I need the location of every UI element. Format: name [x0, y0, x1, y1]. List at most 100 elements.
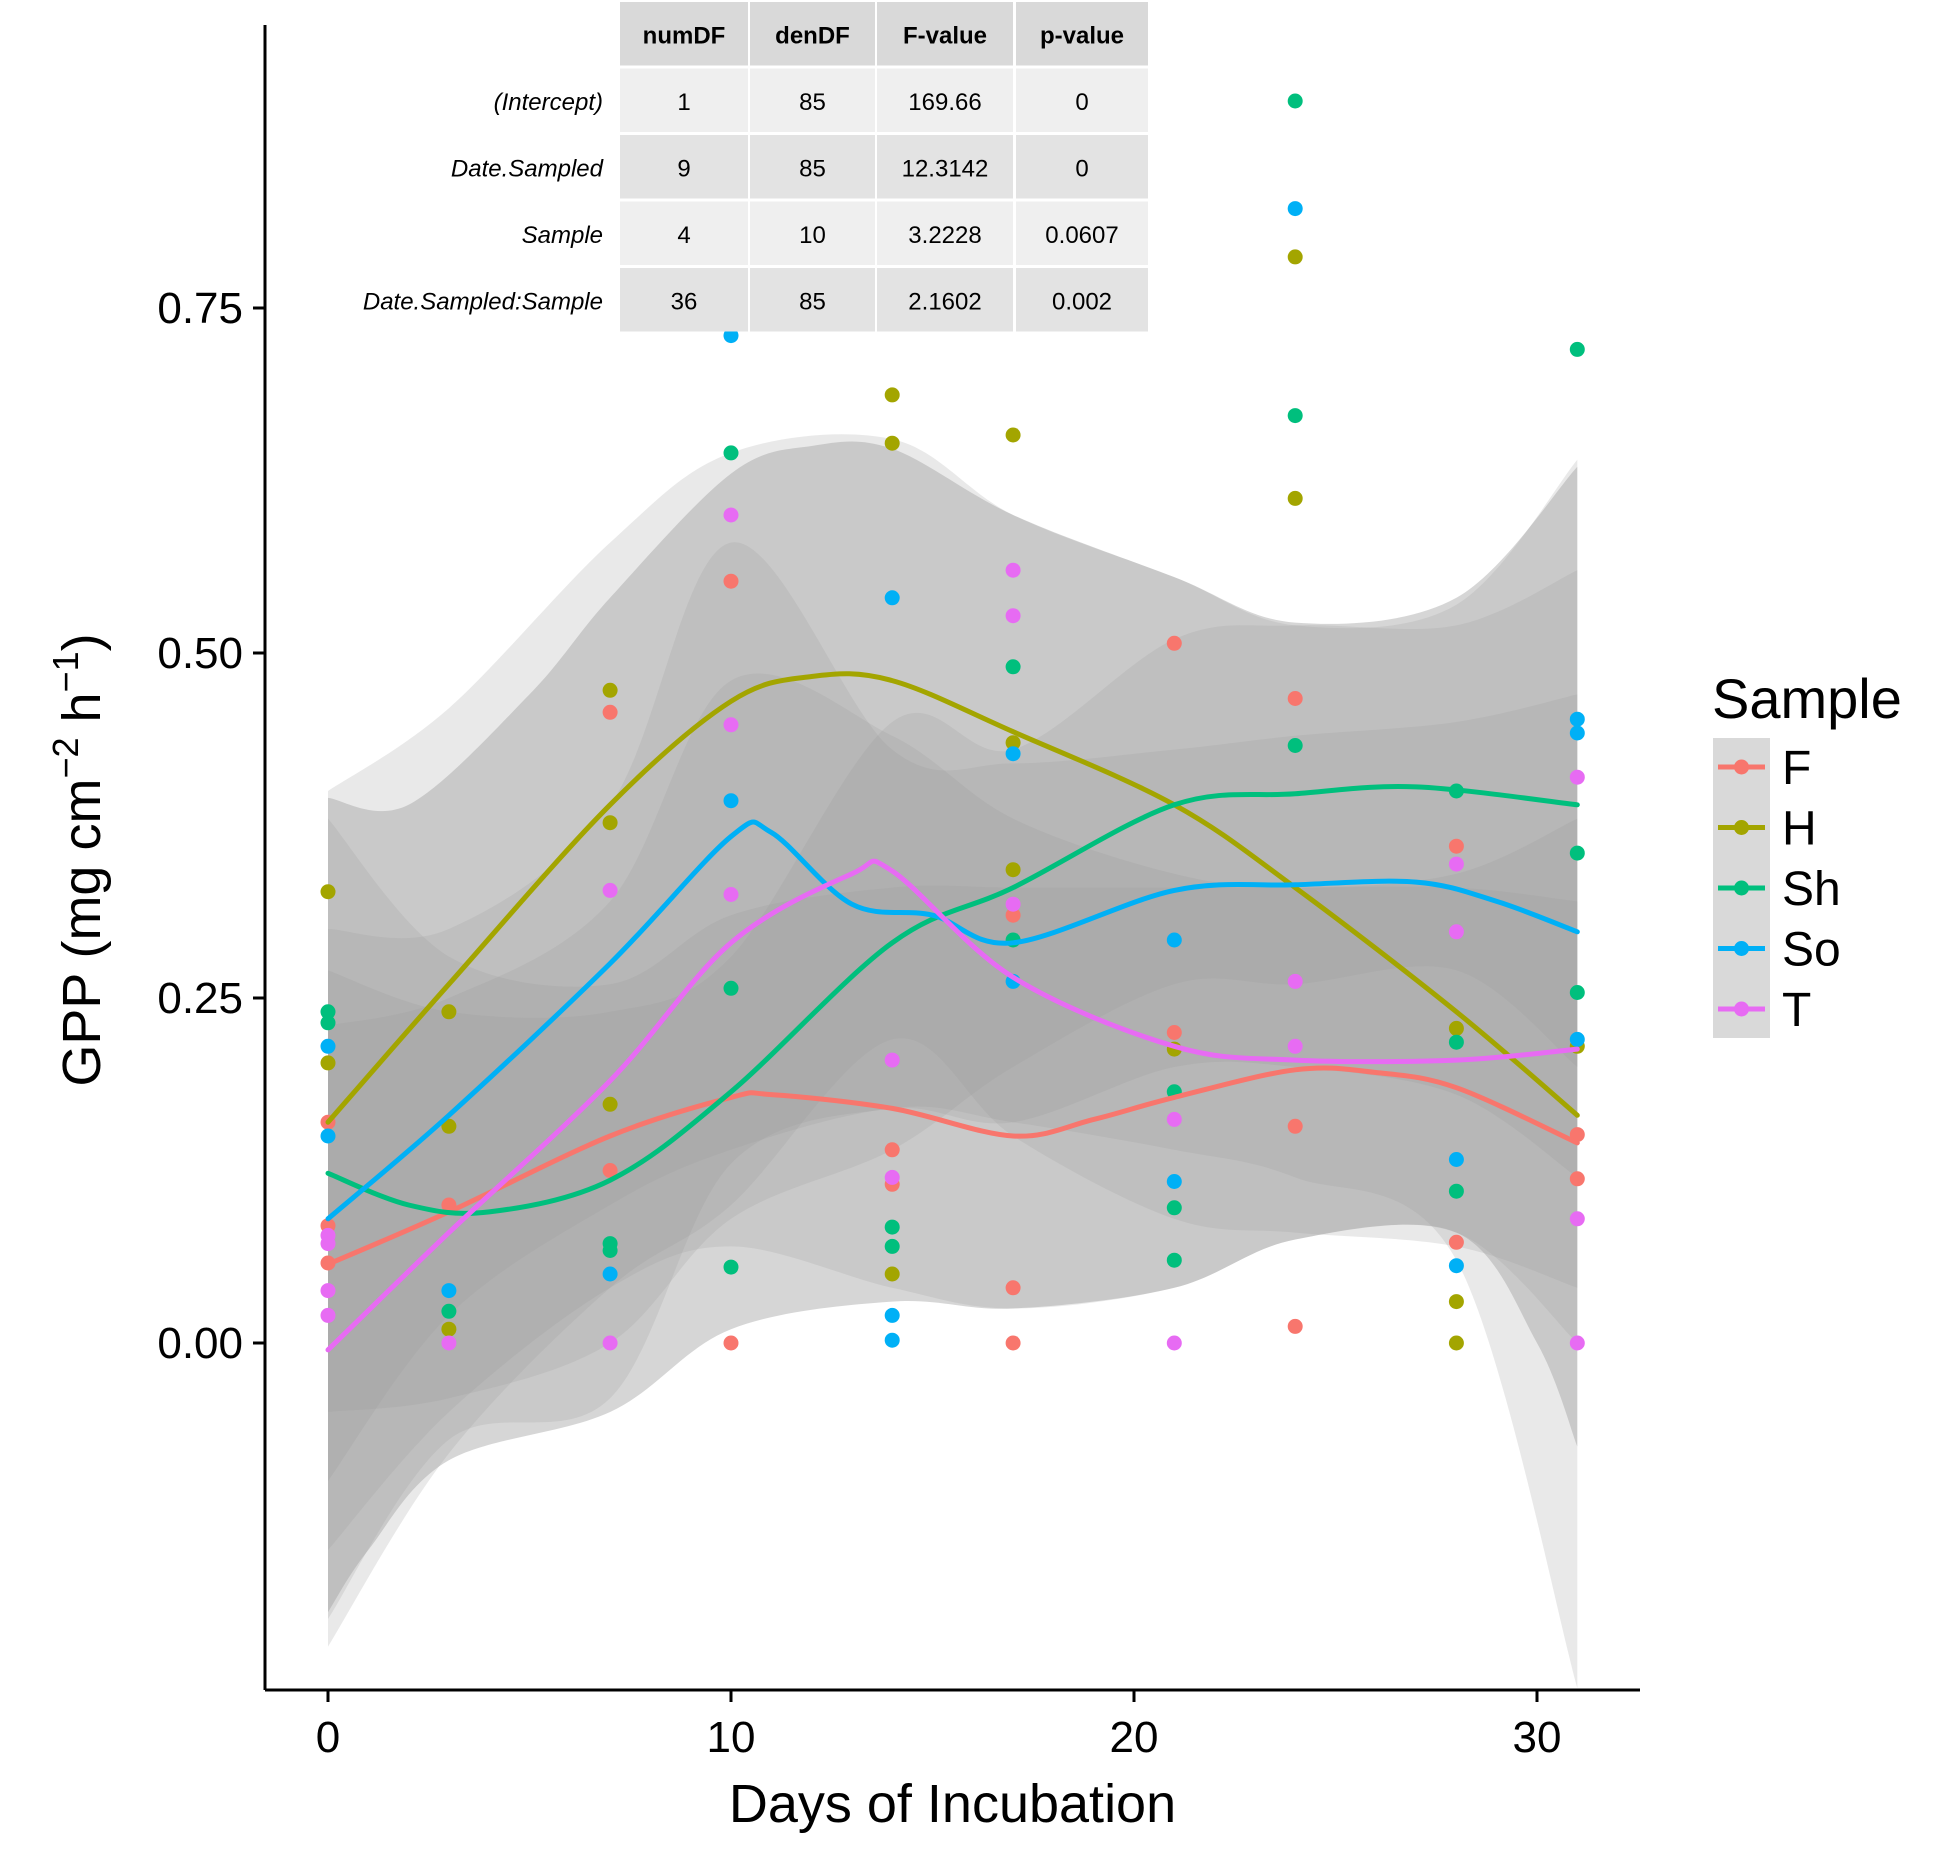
x-tick-label-3: 30 — [1513, 1713, 1562, 1762]
smooth-lines — [325, 671, 1580, 1353]
point-h-11 — [1005, 427, 1021, 443]
table-cell-bg-0-2 — [877, 68, 1013, 132]
point-f-6 — [723, 573, 739, 589]
point-h-0 — [320, 884, 336, 900]
point-h-4 — [441, 1321, 457, 1337]
point-f-21 — [1569, 1171, 1585, 1187]
point-sh-8 — [884, 1219, 900, 1235]
legend-label-h: H — [1782, 803, 1817, 856]
point-sh-5 — [723, 445, 739, 461]
point-h-9 — [884, 435, 900, 451]
y-axis-title-part-4: ) — [52, 633, 112, 651]
point-h-8 — [884, 387, 900, 403]
point-so-8 — [884, 1332, 900, 1348]
point-t-22 — [1569, 1211, 1585, 1227]
confidence-band-t — [328, 673, 1578, 1647]
outer-confidence-band — [328, 441, 1578, 1613]
table-cell-bg-2-3 — [1016, 201, 1148, 265]
point-f-4 — [602, 704, 618, 720]
table-header-cell-0 — [620, 2, 748, 66]
point-sh-10 — [1005, 659, 1021, 675]
point-so-7 — [884, 1307, 900, 1323]
table-row-label-1: Date.Sampled — [451, 155, 604, 182]
point-h-7 — [602, 1096, 618, 1112]
point-so-13 — [1287, 201, 1303, 217]
table-cell-bg-0-3 — [1016, 68, 1148, 132]
table-cell-bg-2-2 — [877, 201, 1013, 265]
table-header-0: numDF — [643, 22, 726, 49]
point-f-7 — [723, 1335, 739, 1351]
point-sh-9 — [884, 1238, 900, 1254]
legend-title: Sample — [1712, 667, 1902, 730]
table-cell-3-1: 85 — [799, 288, 826, 315]
point-f-16 — [1287, 1118, 1303, 1134]
point-sh-7 — [723, 1259, 739, 1275]
table-cell-1-2: 12.3142 — [902, 155, 989, 182]
point-t-9 — [723, 887, 739, 902]
x-tick-label-0: 0 — [316, 1713, 340, 1762]
table-cell-1-1: 85 — [799, 155, 826, 182]
table-header-cell-2 — [877, 2, 1013, 66]
point-f-17 — [1287, 1318, 1303, 1334]
table-cell-bg-0-0 — [620, 68, 748, 132]
point-t-5 — [602, 882, 618, 898]
table-cell-bg-2-0 — [620, 201, 748, 265]
table-cell-2-0: 4 — [677, 222, 690, 249]
point-f-19 — [1448, 1234, 1464, 1250]
table-cell-2-1: 10 — [799, 222, 826, 249]
point-t-1 — [320, 1236, 336, 1252]
point-sh-6 — [723, 980, 739, 996]
point-f-14 — [1166, 1025, 1182, 1040]
legend-key-point-h — [1734, 820, 1749, 835]
point-sh-16 — [1287, 408, 1303, 424]
point-so-2 — [441, 1283, 457, 1299]
table-row-label-0: (Intercept) — [494, 89, 603, 116]
legend-key-point-so — [1734, 941, 1749, 956]
point-so-0 — [320, 1038, 336, 1054]
table-cell-bg-3-2 — [877, 268, 1013, 332]
point-h-10 — [884, 1266, 900, 1282]
point-t-10 — [884, 1052, 900, 1068]
x-tick-label-2: 20 — [1110, 1713, 1159, 1762]
confidence-bands — [328, 434, 1578, 1689]
y-tick-label-0: 0.00 — [157, 1319, 243, 1368]
legend-label-f: F — [1782, 742, 1811, 795]
point-sh-23 — [1569, 985, 1585, 1000]
x-axis-title: Days of Incubation — [729, 1774, 1176, 1834]
table-header-cell-3 — [1016, 2, 1148, 66]
point-so-5 — [723, 793, 739, 809]
table-cell-2-2: 3.2228 — [908, 222, 981, 249]
anova-table: numDF denDF F-value p-value (Intercept) 1 85 16… — [363, 2, 1148, 332]
table-cell-bg-1-1 — [750, 135, 875, 199]
smooth-line-t — [325, 858, 1580, 1353]
legend-key-point-t — [1734, 1001, 1749, 1017]
point-t-23 — [1569, 1335, 1585, 1351]
table-cell-bg-3-1 — [750, 268, 875, 332]
point-so-9 — [1005, 746, 1021, 762]
point-h-18 — [1448, 1294, 1464, 1310]
point-h-1 — [320, 1055, 336, 1071]
point-f-12 — [1005, 1335, 1021, 1351]
table-header-2: F-value — [903, 22, 987, 49]
point-t-8 — [723, 717, 739, 733]
point-so-16 — [1569, 711, 1585, 727]
table-header-3: p-value — [1040, 22, 1124, 49]
table-cell-0-1: 85 — [799, 89, 826, 116]
confidence-band-f — [328, 818, 1578, 1550]
legend-label-so: So — [1782, 924, 1841, 977]
point-t-18 — [1287, 1038, 1303, 1054]
point-h-17 — [1448, 1020, 1464, 1036]
point-so-17 — [1569, 725, 1585, 741]
point-sh-1 — [320, 1015, 336, 1031]
point-so-18 — [1569, 1031, 1585, 1047]
point-t-2 — [320, 1283, 336, 1299]
point-so-1 — [320, 1128, 336, 1144]
legend-key-point-f — [1734, 759, 1749, 775]
point-so-12 — [1166, 1174, 1182, 1189]
point-sh-0 — [320, 1004, 336, 1020]
smooth-line-f — [325, 1065, 1580, 1267]
point-sh-17 — [1287, 738, 1303, 753]
point-t-6 — [602, 1335, 618, 1351]
